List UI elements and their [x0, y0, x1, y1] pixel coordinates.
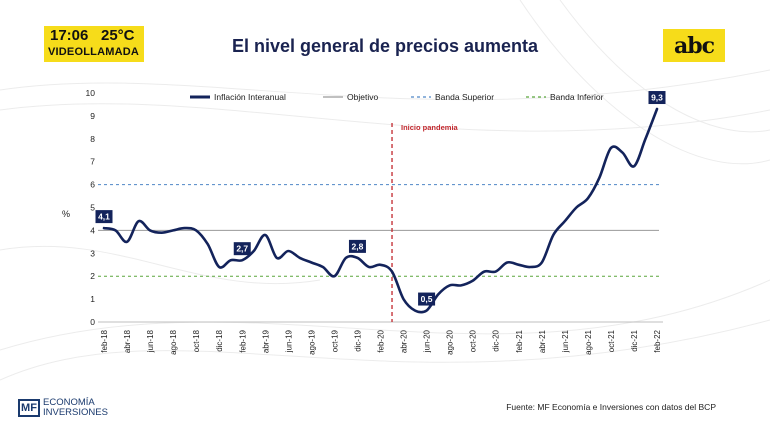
data-label-feb-22: 9,3	[651, 93, 663, 103]
x-tick-label: ago-20	[446, 329, 455, 354]
temperature-readout: 25°C	[101, 27, 135, 44]
x-tick-label: ago-19	[307, 329, 316, 354]
legend-label-banda-superior: Banda Superior	[435, 92, 494, 102]
x-tick-label: jun-18	[146, 329, 155, 353]
x-tick-label: feb-20	[377, 329, 386, 352]
data-label-box	[233, 242, 251, 256]
x-tick-label: abr-19	[261, 329, 270, 353]
x-tick-label: feb-21	[515, 329, 524, 352]
brand-line-2: INVERSIONES	[43, 407, 108, 418]
x-tick-label: ago-18	[169, 329, 178, 354]
mf-mark: MF	[18, 399, 40, 417]
time-readout: 17:06	[50, 27, 89, 44]
data-label-feb-18: 4,1	[98, 212, 110, 222]
brand-line-1: ECONOMÍA	[43, 397, 95, 408]
x-tick-label: jun-20	[423, 329, 432, 353]
x-tick-label: oct-18	[192, 329, 201, 352]
y-tick-label: 2	[90, 271, 95, 281]
y-tick-label: 0	[90, 317, 95, 327]
source-note: Fuente: MF Economía e Inversiones con da…	[506, 402, 716, 412]
data-label-box	[648, 91, 666, 105]
legend-label-banda-inferior: Banda Inferior	[550, 92, 604, 102]
y-tick-label: 10	[86, 88, 96, 98]
y-tick-label: 6	[90, 180, 95, 190]
x-tick-label: feb-19	[238, 329, 247, 352]
y-tick-label: 8	[90, 134, 95, 144]
chart-title: El nivel general de precios aumenta	[231, 36, 539, 56]
pandemic-annotation: Inicio pandemia	[401, 123, 459, 132]
x-tick-label: jun-21	[561, 329, 570, 353]
live-badge: 17:06 25°C VIDEOLLAMADA	[44, 26, 144, 62]
x-tick-label: ago-21	[584, 329, 593, 354]
x-tick-label: oct-20	[469, 329, 478, 352]
legend-label-inflacion: Inflación Interanual	[214, 92, 286, 102]
program-label: VIDEOLLAMADA	[48, 46, 140, 58]
data-label-box	[348, 239, 366, 253]
y-tick-label: 5	[90, 203, 95, 213]
x-tick-label: abr-20	[400, 329, 409, 353]
x-tick-label: abr-21	[538, 329, 547, 353]
x-tick-label: oct-21	[607, 329, 616, 352]
x-tick-label: feb-18	[100, 329, 109, 352]
data-label-feb-19: 2,7	[236, 244, 248, 254]
x-tick-label: dic-19	[353, 329, 362, 351]
abc-logo: abc	[663, 29, 725, 62]
legend-label-objetivo: Objetivo	[347, 92, 378, 102]
y-tick-label: 1	[90, 294, 95, 304]
y-tick-label: 4	[90, 225, 95, 235]
x-tick-label: feb-22	[653, 329, 662, 352]
x-tick-label: dic-20	[492, 329, 501, 351]
x-tick-label: oct-19	[330, 329, 339, 352]
y-tick-label: 3	[90, 248, 95, 258]
y-tick-label: 7	[90, 157, 95, 167]
economia-inversiones-logo: MF ECONOMÍA INVERSIONES	[18, 398, 108, 418]
series-line-inflacion	[102, 107, 659, 314]
y-axis-label: %	[62, 209, 70, 219]
data-label-box	[418, 292, 436, 306]
y-tick-label: 9	[90, 111, 95, 121]
data-label-jun-20: 0,5	[421, 294, 433, 304]
x-tick-label: jun-19	[284, 329, 293, 353]
x-tick-label: dic-18	[215, 329, 224, 351]
data-label-box	[95, 210, 113, 224]
data-label-dic-19: 2,8	[352, 241, 364, 251]
abc-logo-text: abc	[673, 32, 715, 59]
x-tick-label: abr-18	[123, 329, 132, 353]
x-tick-label: dic-21	[630, 329, 639, 351]
